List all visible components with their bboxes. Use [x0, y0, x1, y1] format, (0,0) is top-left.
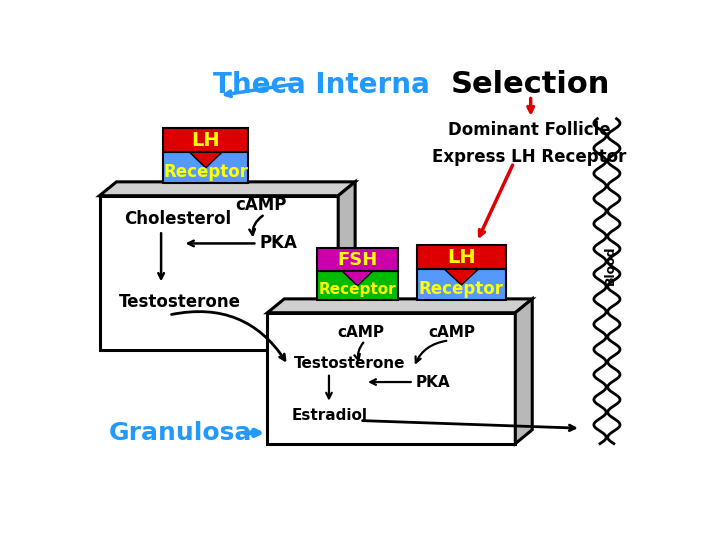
Text: Dominant Follicle
Express LH Receptor: Dominant Follicle Express LH Receptor — [432, 121, 626, 166]
Text: cAMP: cAMP — [235, 196, 287, 214]
Text: Granulosa: Granulosa — [109, 421, 252, 445]
Polygon shape — [444, 269, 478, 285]
Text: Receptor: Receptor — [163, 163, 248, 180]
Text: cAMP: cAMP — [338, 325, 384, 340]
Polygon shape — [317, 248, 398, 271]
Polygon shape — [417, 269, 505, 300]
Polygon shape — [189, 152, 222, 168]
Polygon shape — [99, 182, 355, 195]
Text: PKA: PKA — [260, 234, 297, 252]
Text: Receptor: Receptor — [319, 282, 396, 297]
Text: Estradiol: Estradiol — [292, 408, 368, 423]
Text: LH: LH — [447, 248, 476, 267]
Polygon shape — [417, 245, 505, 269]
Text: Testosterone: Testosterone — [119, 293, 240, 311]
Polygon shape — [267, 313, 516, 444]
Text: FSH: FSH — [338, 251, 377, 268]
Polygon shape — [342, 271, 373, 286]
Text: PKA: PKA — [415, 375, 450, 389]
Polygon shape — [267, 299, 532, 313]
Polygon shape — [317, 271, 398, 300]
Text: Theca Interna: Theca Interna — [213, 71, 430, 99]
Polygon shape — [338, 182, 355, 350]
Text: Cholesterol: Cholesterol — [124, 210, 231, 228]
Polygon shape — [99, 195, 338, 350]
Text: Receptor: Receptor — [419, 280, 504, 298]
Text: cAMP: cAMP — [428, 325, 476, 340]
Polygon shape — [516, 299, 532, 444]
Polygon shape — [163, 128, 248, 152]
Text: Blood: Blood — [603, 245, 616, 285]
Text: Testosterone: Testosterone — [294, 356, 405, 371]
Text: Selection: Selection — [451, 70, 611, 99]
Text: LH: LH — [192, 131, 220, 150]
Polygon shape — [163, 152, 248, 184]
